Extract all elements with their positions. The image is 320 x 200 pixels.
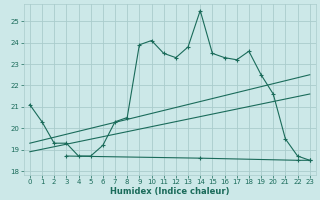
X-axis label: Humidex (Indice chaleur): Humidex (Indice chaleur) [110,187,229,196]
